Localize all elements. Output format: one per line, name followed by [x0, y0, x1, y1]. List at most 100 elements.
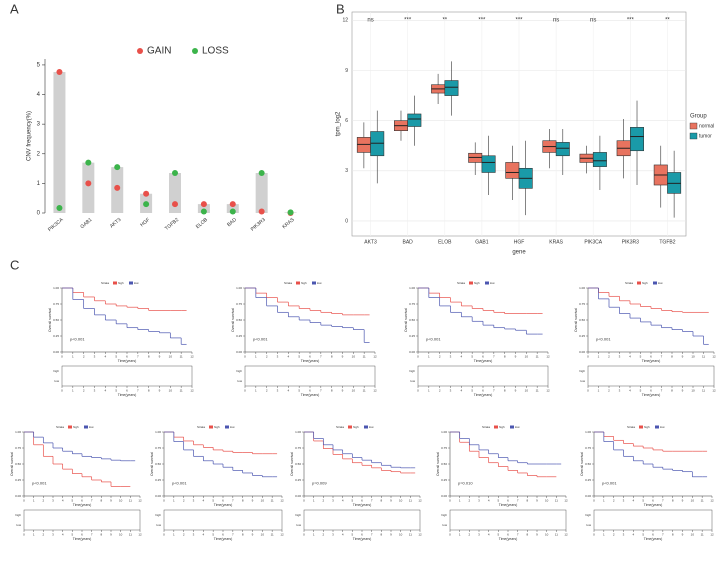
- table-x-tick-label: 12: [280, 532, 284, 536]
- y-tick-label: 0.50: [579, 318, 585, 322]
- y-tick-label: 0.75: [441, 446, 447, 450]
- table-strata-label: high: [155, 513, 161, 517]
- y-tick-label: 0.25: [441, 478, 447, 482]
- y-tick-label: 0.50: [409, 318, 415, 322]
- x-tick-label: 8: [148, 354, 150, 358]
- p-value: p<0.001: [172, 480, 187, 485]
- table-x-axis-label: Time(years): [73, 537, 92, 541]
- cnv-dot: [85, 180, 92, 187]
- frequency-bar: [53, 72, 66, 214]
- y-tick-label: 1.00: [441, 430, 447, 434]
- table-x-tick-label: 2: [608, 388, 610, 392]
- table-x-tick-label: 6: [126, 388, 128, 392]
- legend-label: high: [301, 281, 307, 285]
- x-tick-label: 10: [352, 354, 356, 358]
- panel-label: C: [10, 257, 19, 272]
- legend-marker: [68, 425, 72, 429]
- x-tick-label: 3: [332, 498, 334, 502]
- x-axis-label: Time(years): [73, 503, 92, 507]
- x-tick-label: 12: [546, 354, 550, 358]
- km-panel: 0.000.250.500.751.0000112233445566778899…: [48, 281, 194, 397]
- table-strata-label: low: [586, 523, 591, 527]
- legend-title: Strata: [336, 425, 344, 429]
- x-tick-label: 2: [42, 498, 44, 502]
- cnv-dot: [258, 170, 265, 177]
- x-tick-label: 8: [380, 498, 382, 502]
- y-tick-label: 1.00: [236, 286, 242, 290]
- x-tick-label: 5: [497, 498, 499, 502]
- legend-marker: [312, 281, 316, 285]
- y-axis-label: Overall survival: [574, 308, 578, 332]
- legend-marker: [689, 132, 698, 140]
- table-x-tick-label: 11: [180, 388, 183, 392]
- x-tick-label: 5: [642, 498, 644, 502]
- legend-marker: [192, 48, 198, 54]
- y-tick-label: 12: [342, 18, 348, 24]
- table-strata-label: low: [580, 379, 585, 383]
- table-strata-label: high: [441, 513, 447, 517]
- x-tick-label: 0: [61, 354, 63, 358]
- cnv-dot: [56, 69, 63, 76]
- y-tick-label: 1.00: [155, 430, 161, 434]
- y-tick-label: 0.00: [579, 350, 585, 354]
- legend-marker: [364, 425, 368, 429]
- significance-label: ***: [515, 18, 523, 24]
- table-x-axis-label: Time(years): [642, 393, 661, 397]
- table-x-tick-label: 9: [536, 532, 538, 536]
- table-strata-label: low: [54, 379, 59, 383]
- x-tick-label: 2: [468, 498, 470, 502]
- table-x-tick-label: 2: [183, 532, 185, 536]
- y-tick-label: 0.50: [236, 318, 242, 322]
- legend-marker: [84, 425, 88, 429]
- table-x-tick-label: 3: [478, 532, 480, 536]
- x-tick-label: 3: [52, 498, 54, 502]
- x-tick-label: ELOB: [438, 239, 452, 245]
- significance-label: ***: [404, 18, 412, 24]
- p-value: p=0.010: [458, 480, 473, 485]
- table-strata-label: low: [296, 523, 301, 527]
- x-tick-label: 4: [632, 498, 634, 502]
- table-strata-label: low: [16, 523, 21, 527]
- p-value: p<0.001: [602, 480, 617, 485]
- x-tick-label: 5: [71, 498, 73, 502]
- x-tick-label: 10: [545, 498, 549, 502]
- table-x-tick-label: 8: [242, 532, 244, 536]
- x-tick-label: 3: [619, 354, 621, 358]
- risk-table: [417, 365, 549, 387]
- x-tick-label: 9: [536, 498, 538, 502]
- x-tick-label: 9: [110, 498, 112, 502]
- p-value: p<0.001: [253, 336, 268, 341]
- x-axis-label: Time(years): [301, 359, 320, 363]
- legend-label: high: [353, 425, 359, 429]
- table-x-tick-label: 11: [536, 388, 539, 392]
- x-tick-label: 2: [613, 498, 615, 502]
- x-tick-label: 5: [298, 354, 300, 358]
- legend-label: low: [134, 281, 139, 285]
- table-x-tick-label: 0: [61, 388, 63, 392]
- x-tick-label: 8: [331, 354, 333, 358]
- cnv-panel: 0 1 2 3 4 5 CNV frequency(%) PIK3CA GAB1 AKT3 HGF T…: [27, 46, 297, 233]
- x-tick-label: 4: [287, 354, 289, 358]
- y-tick-label: 1.00: [409, 286, 415, 290]
- table-x-axis-label: Time(years): [214, 537, 233, 541]
- y-tick-label: 0.50: [585, 462, 591, 466]
- y-axis-label: Overall survival: [436, 452, 440, 476]
- x-tick-label: 4: [62, 498, 64, 502]
- legend-marker: [510, 425, 514, 429]
- table-x-tick-label: 10: [169, 388, 173, 392]
- x-tick-label: 7: [232, 498, 234, 502]
- frequency-bar: [82, 162, 95, 213]
- x-tick-label: 1: [33, 498, 35, 502]
- x-tick-label: 10: [691, 354, 695, 358]
- table-x-tick-label: 4: [460, 388, 462, 392]
- p-value: p=0.009: [312, 480, 327, 485]
- table-x-tick-label: 12: [710, 532, 714, 536]
- table-x-tick-label: 9: [110, 532, 112, 536]
- x-tick-label: 6: [361, 498, 363, 502]
- box: [481, 155, 496, 173]
- x-tick-label: 7: [493, 354, 495, 358]
- x-tick-label: 0: [449, 498, 451, 502]
- x-tick-label: 10: [691, 498, 695, 502]
- x-tick-label: 0: [163, 498, 165, 502]
